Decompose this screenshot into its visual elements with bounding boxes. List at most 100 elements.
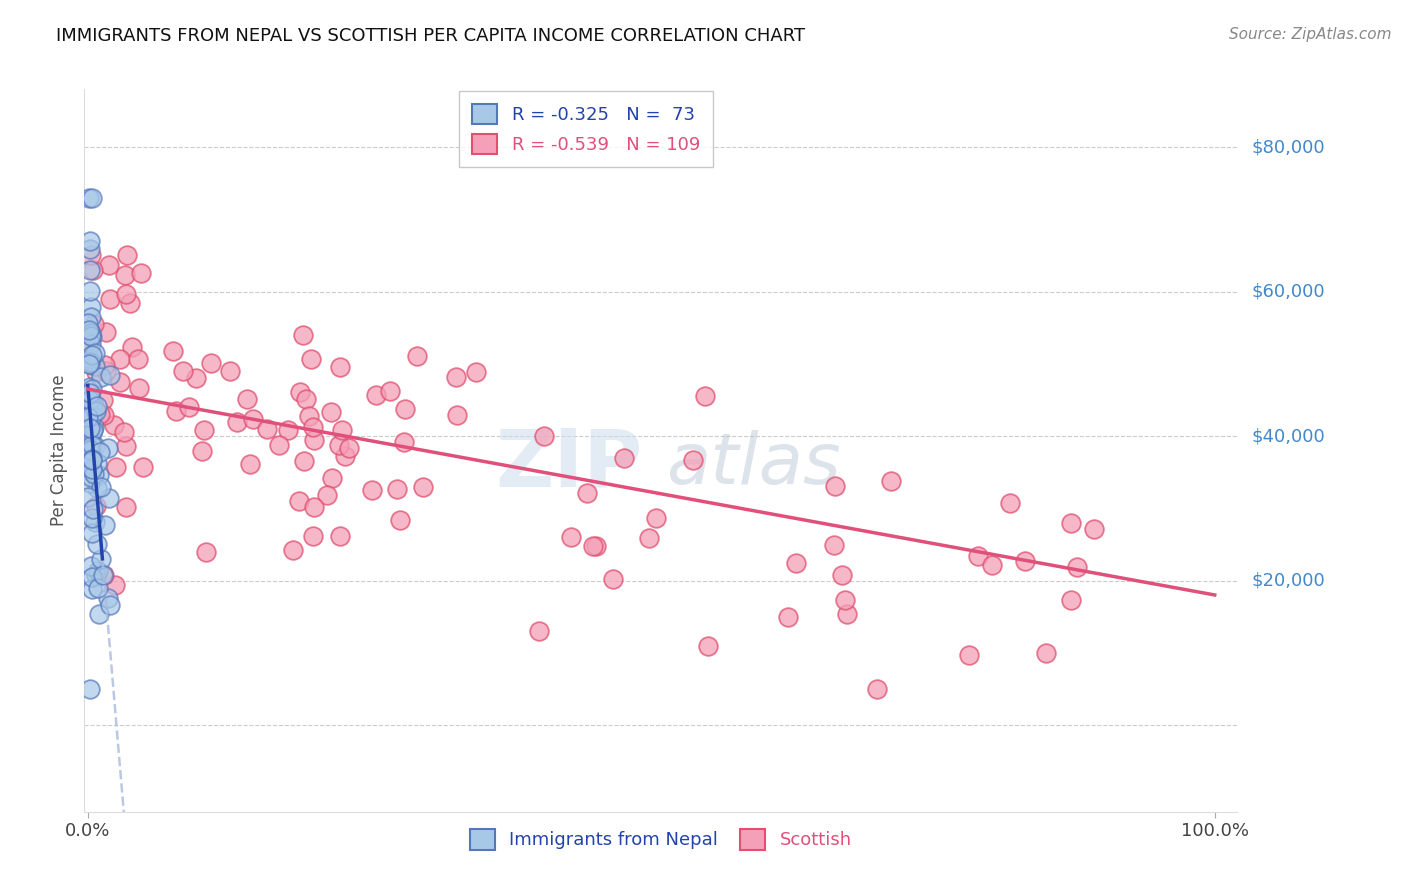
Point — [79, 681, 101, 696]
Point — [302, 434, 325, 448]
Point — [82, 423, 104, 437]
Point — [328, 438, 350, 452]
Point — [301, 529, 323, 543]
Text: $40,000: $40,000 — [1251, 427, 1324, 445]
Point — [696, 639, 718, 653]
Legend: Immigrants from Nepal, Scottish: Immigrants from Nepal, Scottish — [463, 822, 859, 857]
Point — [120, 295, 142, 310]
Point — [79, 358, 101, 372]
Point — [83, 346, 105, 360]
Point — [114, 268, 136, 282]
Point — [80, 464, 103, 478]
Point — [110, 351, 132, 366]
Point — [79, 242, 101, 256]
Point — [465, 365, 488, 379]
Point — [80, 425, 103, 440]
Point — [256, 421, 278, 435]
Point — [218, 364, 240, 378]
Point — [93, 568, 115, 582]
Point — [94, 364, 117, 378]
Point — [79, 352, 101, 367]
Y-axis label: Per Capita Income: Per Capita Income — [51, 375, 69, 526]
Point — [83, 317, 105, 331]
Point — [831, 568, 853, 582]
Point — [77, 357, 100, 371]
Point — [191, 444, 214, 458]
Point — [83, 414, 105, 428]
Point — [80, 326, 103, 340]
Point — [89, 407, 111, 421]
Point — [301, 420, 323, 434]
Point — [585, 539, 607, 553]
Point — [80, 443, 103, 458]
Point — [1083, 522, 1105, 536]
Point — [1059, 516, 1081, 530]
Point — [91, 392, 114, 407]
Point — [89, 444, 111, 458]
Point — [527, 624, 550, 639]
Point — [288, 385, 311, 400]
Point — [84, 404, 107, 418]
Point — [957, 648, 980, 662]
Point — [77, 395, 100, 409]
Point — [98, 598, 121, 612]
Point — [1014, 553, 1036, 567]
Point — [294, 392, 316, 406]
Point — [79, 332, 101, 346]
Point — [97, 591, 120, 606]
Point — [1060, 592, 1083, 607]
Point — [82, 262, 104, 277]
Point — [638, 531, 661, 545]
Point — [225, 415, 247, 429]
Point — [104, 578, 127, 592]
Point — [837, 607, 859, 621]
Point — [834, 592, 856, 607]
Point — [292, 327, 315, 342]
Point — [80, 453, 103, 467]
Point — [79, 392, 101, 407]
Point — [80, 582, 103, 596]
Point — [97, 442, 120, 456]
Point — [87, 564, 110, 578]
Point — [239, 458, 262, 472]
Point — [576, 486, 599, 500]
Point — [115, 248, 138, 262]
Point — [405, 349, 427, 363]
Point — [90, 551, 112, 566]
Point — [385, 482, 408, 496]
Point — [80, 511, 103, 525]
Point — [86, 537, 108, 551]
Point — [880, 475, 903, 489]
Point — [865, 681, 887, 696]
Point — [98, 258, 121, 272]
Point — [172, 364, 194, 378]
Point — [77, 491, 100, 505]
Point — [105, 459, 128, 474]
Point — [79, 421, 101, 435]
Point — [80, 337, 103, 351]
Point — [560, 530, 582, 544]
Point — [115, 439, 138, 453]
Point — [79, 234, 101, 248]
Point — [80, 330, 103, 344]
Point — [79, 385, 101, 400]
Point — [193, 423, 215, 437]
Point — [98, 368, 121, 383]
Point — [129, 266, 152, 280]
Point — [165, 403, 187, 417]
Point — [98, 491, 121, 505]
Text: $20,000: $20,000 — [1251, 572, 1324, 590]
Point — [87, 467, 110, 482]
Point — [967, 549, 990, 564]
Point — [337, 442, 360, 456]
Point — [77, 447, 100, 461]
Point — [302, 500, 325, 515]
Text: atlas: atlas — [666, 431, 841, 500]
Point — [84, 365, 107, 379]
Point — [281, 543, 304, 558]
Point — [77, 191, 100, 205]
Point — [82, 451, 104, 466]
Point — [80, 408, 103, 422]
Point — [80, 248, 103, 262]
Point — [328, 360, 350, 375]
